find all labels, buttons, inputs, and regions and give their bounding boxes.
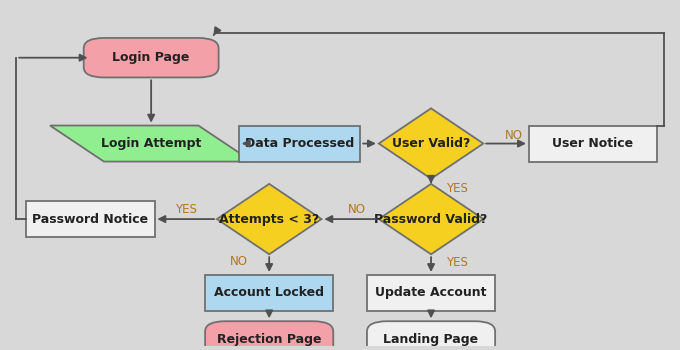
Text: NO: NO — [348, 203, 366, 216]
FancyBboxPatch shape — [205, 321, 333, 350]
FancyBboxPatch shape — [84, 38, 218, 77]
Text: NO: NO — [505, 130, 523, 142]
Text: Password Notice: Password Notice — [33, 212, 148, 226]
Text: Login Attempt: Login Attempt — [101, 137, 201, 150]
Text: YES: YES — [175, 203, 197, 216]
FancyBboxPatch shape — [529, 126, 657, 162]
FancyBboxPatch shape — [239, 126, 360, 162]
FancyBboxPatch shape — [27, 201, 154, 237]
Text: Password Valid?: Password Valid? — [375, 212, 488, 226]
Text: Data Processed: Data Processed — [245, 137, 354, 150]
FancyBboxPatch shape — [367, 321, 495, 350]
Text: Login Page: Login Page — [112, 51, 190, 64]
Polygon shape — [379, 108, 483, 179]
FancyBboxPatch shape — [367, 275, 495, 311]
Text: User Notice: User Notice — [552, 137, 634, 150]
Polygon shape — [217, 184, 322, 254]
FancyBboxPatch shape — [205, 275, 333, 311]
Text: YES: YES — [446, 256, 468, 270]
Text: Update Account: Update Account — [375, 286, 487, 299]
Text: User Valid?: User Valid? — [392, 137, 471, 150]
Text: NO: NO — [230, 255, 248, 268]
Polygon shape — [50, 126, 252, 162]
Polygon shape — [379, 184, 483, 254]
Text: Landing Page: Landing Page — [384, 333, 479, 346]
Text: Account Locked: Account Locked — [214, 286, 324, 299]
Text: Rejection Page: Rejection Page — [217, 333, 322, 346]
Text: Attempts < 3?: Attempts < 3? — [219, 212, 320, 226]
Text: YES: YES — [446, 182, 468, 195]
